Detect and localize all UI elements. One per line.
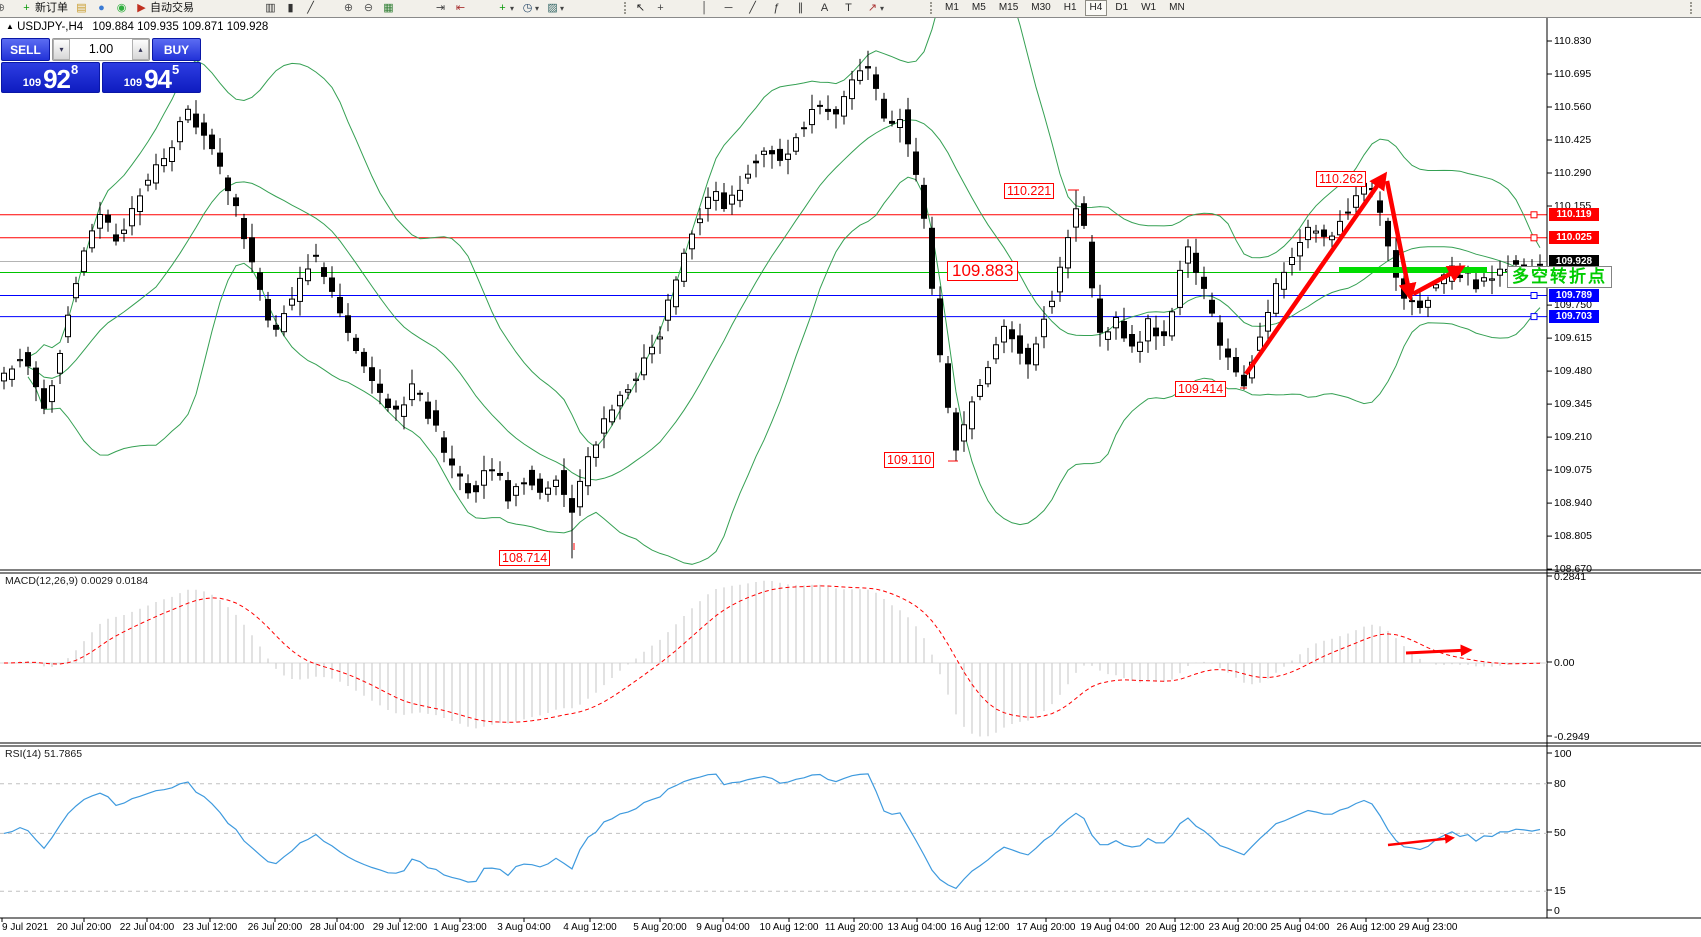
- label-icon: T: [845, 1, 852, 14]
- text-icon: A: [820, 1, 829, 14]
- community-icon[interactable]: ●: [95, 1, 108, 16]
- ohlc-low: 109.871: [181, 21, 224, 33]
- timeframe-mn-button[interactable]: MN: [1169, 2, 1185, 13]
- zoom-out-icon[interactable]: ⊖: [362, 1, 375, 16]
- macd-label: MACD(12,26,9) 0.0029 0.0184: [5, 575, 149, 587]
- timeframe-w1-button[interactable]: W1: [1141, 2, 1157, 13]
- community-icon: ●: [98, 1, 105, 14]
- indicators-button[interactable]: + ▾: [496, 1, 514, 16]
- volume-increase-button[interactable]: ▴: [132, 39, 149, 60]
- signal-icon[interactable]: ◉: [115, 1, 128, 16]
- rsi-label: RSI(14) 51.7865: [5, 748, 83, 760]
- toolbar: ⊕ + 新订单 ▤ ● ◉ ▶ 自动交易 ▥ ▮ ╱ ⊕ ⊖ ▦ ⇥ ⇤ + ▾ ◷ ▾ ▨ ▾ ↖ + │ ─ ╱ ƒ ∥ A T ↗ ▾ M1…: [0, 0, 1701, 18]
- auto-trading-icon: ▶: [137, 1, 146, 14]
- macd-value-1: 0.0029: [80, 575, 113, 587]
- zoom-in-icon[interactable]: ⊕: [342, 1, 355, 16]
- chart-shift-icon[interactable]: ⇤: [454, 1, 467, 16]
- bar-chart-icon: ▥: [265, 1, 276, 14]
- chevron-down-icon[interactable]: ▾: [560, 3, 565, 13]
- toolbar-grip[interactable]: [624, 2, 629, 14]
- zoom-in-icon: ⊕: [343, 1, 354, 14]
- auto-trading-button-label: 自动交易: [150, 1, 194, 14]
- timeframe-m5-button[interactable]: M5: [971, 2, 986, 13]
- channel-icon: ∥: [797, 1, 804, 14]
- auto-scroll-icon[interactable]: ⇥: [434, 1, 447, 16]
- crosshair-icon[interactable]: +: [654, 1, 667, 16]
- sell-price-display[interactable]: 109 92 8: [1, 62, 100, 93]
- chart-title: ▲ USDJPY-,H4 109.884 109.935 109.871 109…: [6, 21, 268, 33]
- indicators-icon: +: [499, 1, 506, 14]
- trendline-icon[interactable]: ╱: [746, 1, 759, 16]
- vertical-line-icon: │: [701, 1, 708, 14]
- ohlc-open: 109.884: [92, 21, 134, 33]
- timeframe-h1-button[interactable]: H1: [1063, 2, 1077, 13]
- signal-icon: ◉: [116, 1, 127, 14]
- buy-button[interactable]: BUY: [152, 38, 201, 61]
- clipped-toolbar-icon[interactable]: ⊕: [0, 1, 7, 16]
- vertical-line-icon[interactable]: │: [698, 1, 711, 16]
- fibonacci-icon: ƒ: [773, 1, 780, 14]
- volume-value[interactable]: 1.00: [88, 42, 114, 56]
- collapse-triangle-icon[interactable]: ▲: [6, 22, 14, 31]
- sell-button[interactable]: SELL: [1, 38, 50, 61]
- clipped-toolbar-icon: ⊕: [0, 1, 6, 14]
- zoom-out-icon: ⊖: [363, 1, 374, 14]
- candlestick-icon[interactable]: ▮: [284, 1, 297, 16]
- turning-point-textbox[interactable]: 多空转折点: [1507, 266, 1612, 288]
- fibonacci-icon[interactable]: ƒ: [770, 1, 783, 16]
- candlestick-icon: ▮: [287, 1, 294, 14]
- toolbar-grip[interactable]: [930, 2, 935, 14]
- periods-icon: ◷: [522, 1, 533, 14]
- tile-windows-icon[interactable]: ▦: [382, 1, 395, 16]
- chart-shift-icon: ⇤: [455, 1, 466, 14]
- new-order-button[interactable]: + 新订单: [20, 1, 68, 16]
- chart-profile-icon[interactable]: ▤: [75, 1, 88, 16]
- ohlc-high: 109.935: [137, 21, 179, 33]
- one-click-trading-panel: SELL ▾ 1.00 ▴ BUY 109 92 8 109 94 5: [1, 38, 201, 93]
- volume-stepper[interactable]: ▾ 1.00 ▴: [52, 38, 150, 61]
- symbol-period-label: USDJPY-,H4: [17, 21, 84, 33]
- tile-windows-icon: ▦: [383, 1, 394, 14]
- timeframe-m15-button[interactable]: M15: [998, 2, 1019, 13]
- bar-chart-icon[interactable]: ▥: [264, 1, 277, 16]
- chart-profile-icon: ▤: [76, 1, 87, 14]
- horizontal-line-icon: ─: [724, 1, 733, 14]
- horizontal-line-icon[interactable]: ─: [722, 1, 735, 16]
- shapes-button[interactable]: ↗ ▾: [866, 1, 884, 16]
- macd-value-2: 0.0184: [115, 575, 149, 587]
- templates-icon: ▨: [547, 1, 558, 14]
- cursor-icon: ↖: [635, 1, 646, 14]
- new-order-button-label: 新订单: [35, 1, 68, 14]
- toolbar-grip[interactable]: [1690, 2, 1695, 14]
- rsi-value: 51.7865: [44, 748, 83, 760]
- channel-icon[interactable]: ∥: [794, 1, 807, 16]
- chevron-down-icon[interactable]: ▾: [510, 3, 515, 13]
- text-icon[interactable]: A: [818, 1, 831, 16]
- volume-decrease-button[interactable]: ▾: [53, 39, 70, 60]
- auto-scroll-icon: ⇥: [435, 1, 446, 14]
- timeframe-m1-button[interactable]: M1: [945, 2, 959, 13]
- cursor-icon[interactable]: ↖: [634, 1, 647, 16]
- auto-trading-button[interactable]: ▶ 自动交易: [135, 1, 194, 16]
- ohlc-close: 109.928: [226, 21, 269, 33]
- timeframe-h4-button[interactable]: H4: [1084, 0, 1108, 16]
- crosshair-icon: +: [657, 1, 664, 14]
- timeframe-m30-button[interactable]: M30: [1031, 2, 1051, 13]
- timeframe-d1-button[interactable]: D1: [1115, 2, 1129, 13]
- line-chart-icon[interactable]: ╱: [304, 1, 317, 16]
- buy-price-display[interactable]: 109 94 5: [102, 62, 201, 93]
- chevron-down-icon[interactable]: ▾: [880, 3, 885, 13]
- trendline-icon: ╱: [749, 1, 756, 14]
- periods-button[interactable]: ◷ ▾: [521, 1, 539, 16]
- templates-button[interactable]: ▨ ▾: [546, 1, 564, 16]
- line-chart-icon: ╱: [307, 1, 314, 14]
- label-icon[interactable]: T: [842, 1, 855, 16]
- chevron-down-icon[interactable]: ▾: [535, 3, 540, 13]
- new-order-icon: +: [23, 1, 30, 14]
- shapes-icon: ↗: [867, 1, 878, 14]
